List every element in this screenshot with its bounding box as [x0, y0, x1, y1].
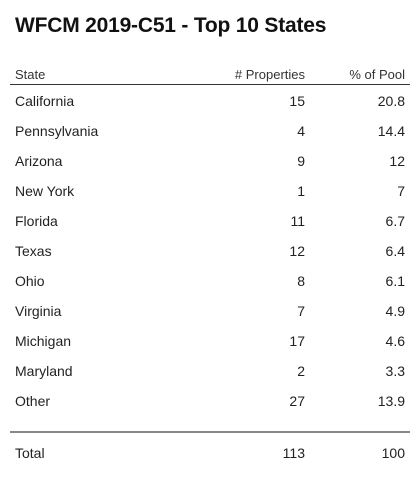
cell-pool: 6.4 — [385, 243, 405, 259]
cell-properties: 11 — [290, 213, 305, 229]
cell-pool: 3.3 — [385, 363, 405, 379]
cell-properties: 15 — [289, 93, 305, 109]
cell-state: Michigan — [15, 333, 72, 349]
cell-properties: 2 — [297, 363, 305, 379]
table-row: Virginia 7 4.9 — [10, 295, 410, 325]
cell-properties: 7 — [297, 303, 305, 319]
cell-properties: 8 — [297, 273, 305, 289]
table-row: Ohio 8 6.1 — [10, 265, 410, 295]
table-header-row: State # Properties % of Pool — [10, 64, 410, 85]
table-row: Arizona 9 12 — [10, 145, 410, 175]
cell-pool: 6.7 — [385, 213, 405, 229]
cell-pool: 7 — [397, 183, 405, 199]
table-spacer — [10, 415, 410, 431]
cell-pool: 4.9 — [385, 303, 405, 319]
table-row: Florida 11 6.7 — [10, 205, 410, 235]
cell-state: Ohio — [15, 273, 45, 289]
table-row: Maryland 2 3.3 — [10, 355, 410, 385]
total-label: Total — [15, 445, 45, 461]
total-properties: 113 — [282, 445, 305, 461]
total-pool: 100 — [381, 445, 405, 461]
header-properties: # Properties — [234, 67, 305, 82]
cell-pool: 14.4 — [377, 123, 405, 139]
table-row: Michigan 17 4.6 — [10, 325, 410, 355]
table-total-row: Total 113 100 — [10, 433, 410, 469]
cell-pool: 13.9 — [377, 393, 405, 409]
table-row: California 15 20.8 — [10, 85, 410, 115]
cell-state: Other — [15, 393, 51, 409]
cell-properties: 1 — [297, 183, 305, 199]
cell-properties: 9 — [297, 153, 305, 169]
cell-state: Florida — [15, 213, 58, 229]
cell-state: Pennsylvania — [15, 123, 99, 139]
cell-pool: 6.1 — [385, 273, 405, 289]
cell-state: Maryland — [15, 363, 73, 379]
cell-properties: 4 — [297, 123, 305, 139]
table-body: California 15 20.8 Pennsylvania 4 14.4 Arizona… — [10, 85, 410, 415]
table-row: Other 27 13.9 — [10, 385, 410, 415]
header-state: State — [15, 67, 46, 82]
header-pool: % of Pool — [349, 67, 405, 82]
page-title: WFCM 2019-C51 - Top 10 States — [15, 14, 327, 37]
cell-pool: 20.8 — [377, 93, 405, 109]
cell-properties: 27 — [289, 393, 305, 409]
cell-pool: 12 — [389, 153, 405, 169]
table-row: Texas 12 6.4 — [10, 235, 410, 265]
table-row: Pennsylvania 4 14.4 — [10, 115, 410, 145]
cell-state: California — [15, 93, 75, 109]
table-row: New York 1 7 — [10, 175, 410, 205]
total-divider — [10, 431, 410, 433]
cell-properties: 12 — [289, 243, 305, 259]
cell-state: Virginia — [15, 303, 62, 319]
cell-pool: 4.6 — [385, 333, 405, 349]
cell-state: Arizona — [15, 153, 63, 169]
cell-state: Texas — [15, 243, 52, 259]
states-table: State # Properties % of Pool California 1… — [10, 64, 410, 469]
cell-properties: 17 — [289, 333, 305, 349]
cell-state: New York — [15, 183, 75, 199]
